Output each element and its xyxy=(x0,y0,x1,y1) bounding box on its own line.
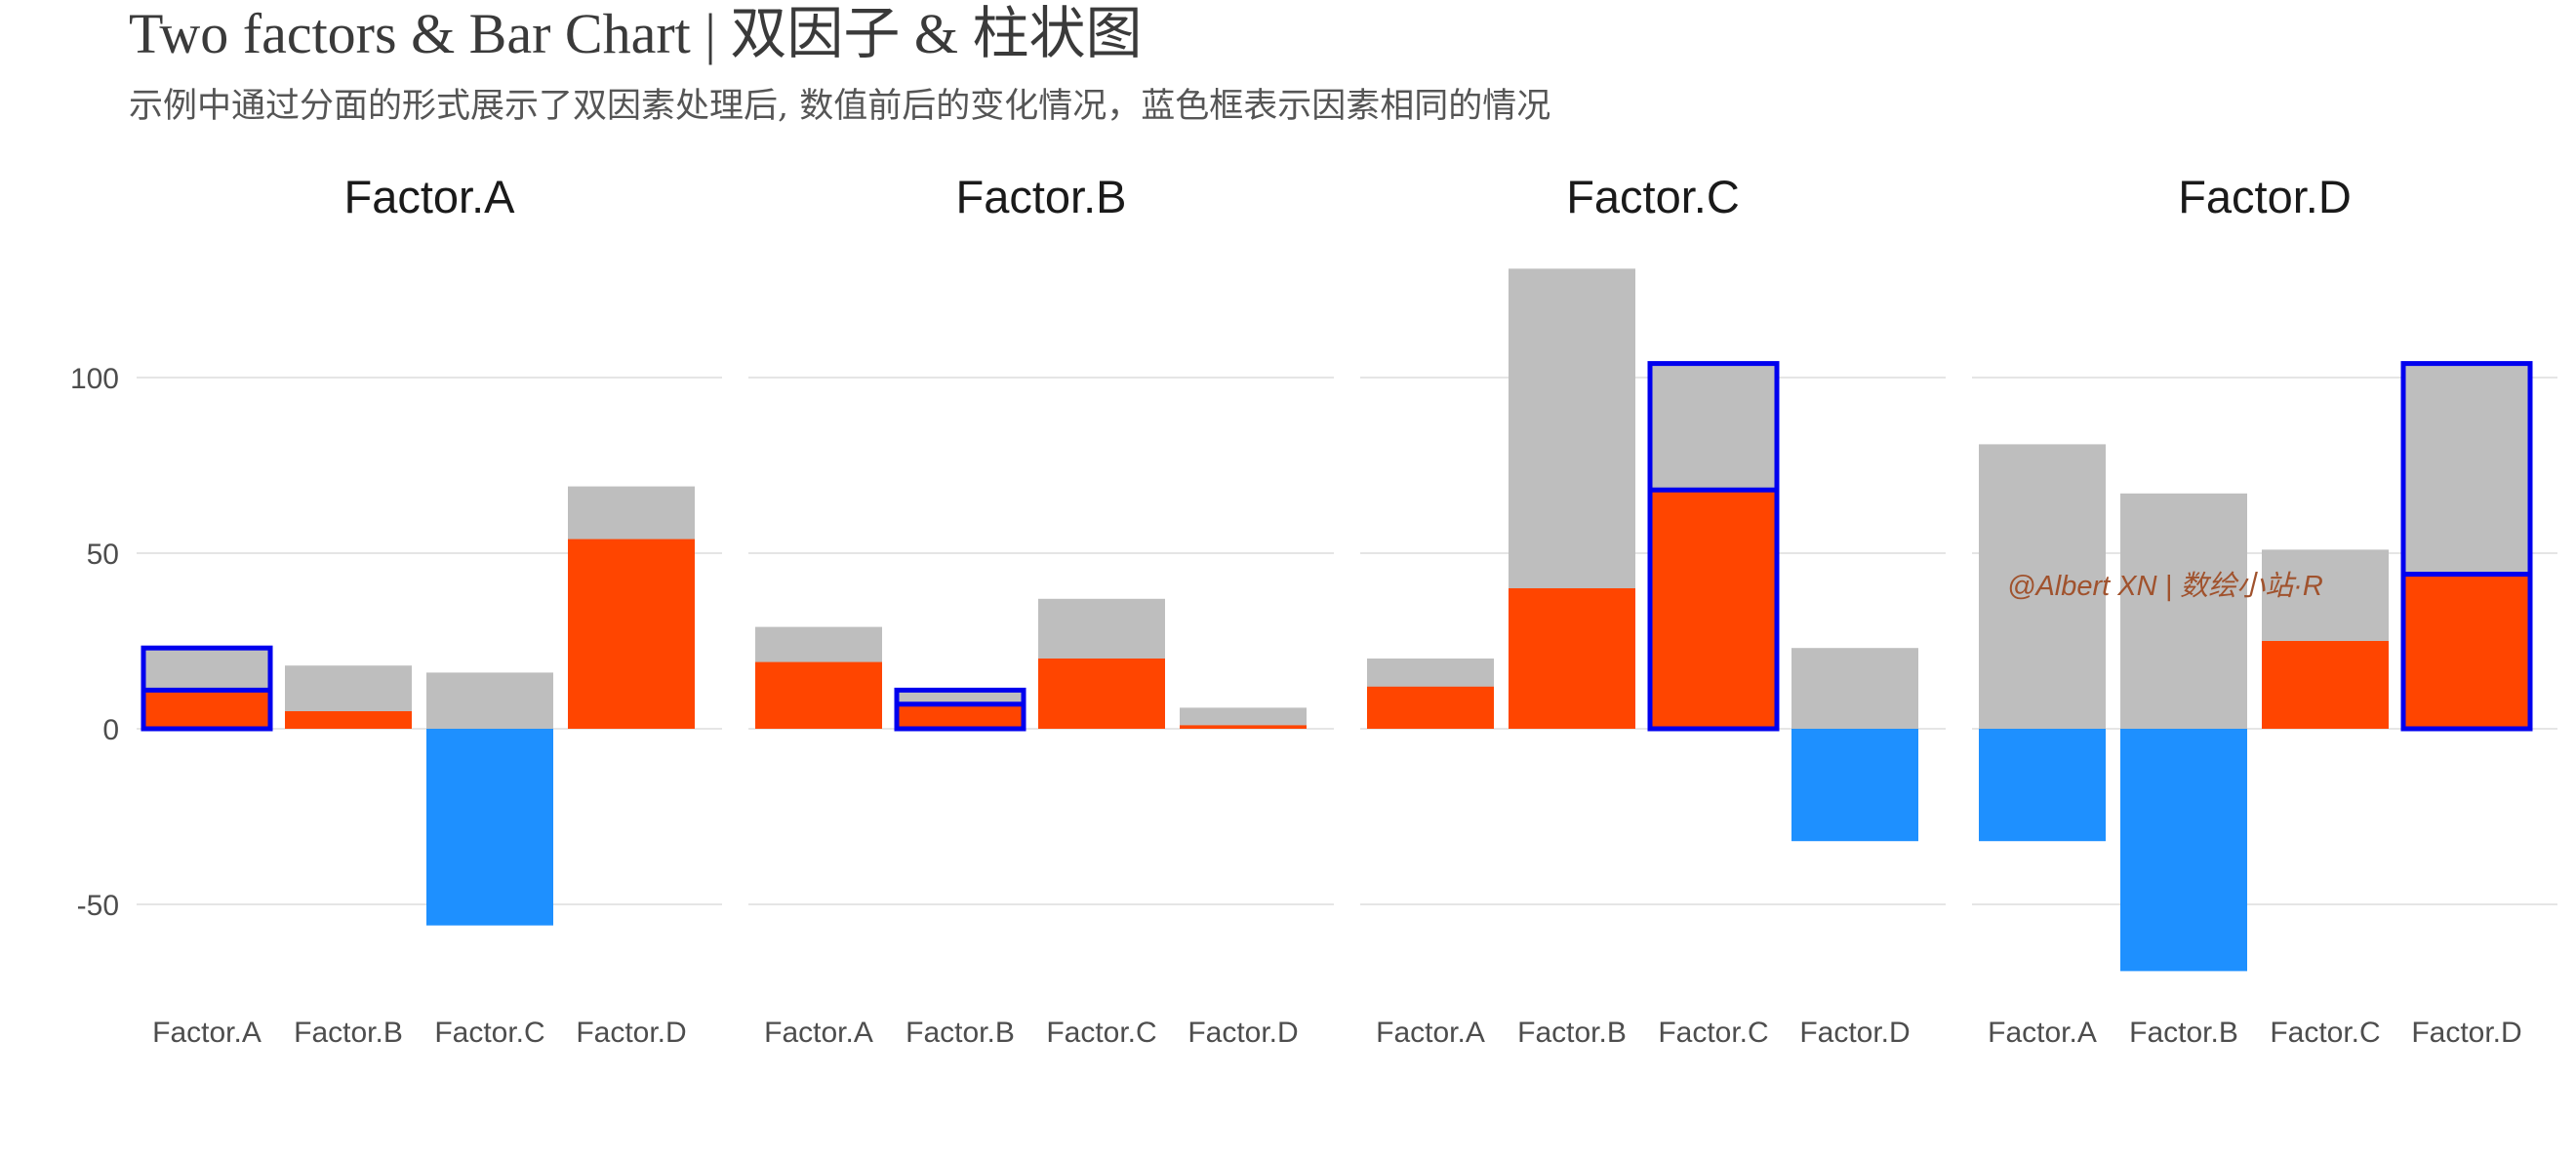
bar-before xyxy=(426,672,553,729)
page-title: Two factors & Bar Chart | 双因子 & 柱状图 xyxy=(129,2,1143,65)
bar-after xyxy=(1509,588,1635,729)
highlight-outline-after xyxy=(1647,487,1780,732)
highlight-outline-after xyxy=(141,687,273,732)
bar-after xyxy=(143,690,270,729)
bar-after xyxy=(568,539,695,729)
y-tick-label: 50 xyxy=(87,539,119,571)
bar-before xyxy=(1791,648,1918,729)
facets: Factor.A Factor.B Factor.C Factor.D xyxy=(343,171,2351,222)
x-tick-label: Factor.C xyxy=(1658,1017,1768,1049)
facet-title: Factor.A xyxy=(343,171,515,222)
watermark: @Albert XN | 数绘小站·R xyxy=(2007,571,2323,602)
x-tick-label: Factor.B xyxy=(294,1017,403,1049)
x-tick-label: Factor.D xyxy=(576,1017,686,1049)
bars xyxy=(143,268,2530,972)
bar-after xyxy=(1367,686,1494,729)
bar-after xyxy=(2120,729,2247,972)
bar-after xyxy=(426,729,553,926)
x-tick-label: Factor.B xyxy=(906,1017,1015,1049)
highlight-outlines xyxy=(141,361,2533,732)
bar-before xyxy=(2120,493,2247,729)
bar-after xyxy=(285,711,412,729)
y-axis-ticks: 100 50 0 -50 xyxy=(70,363,119,922)
y-tick-label: -50 xyxy=(77,890,119,922)
bar-after xyxy=(1180,725,1307,729)
x-tick-label: Factor.C xyxy=(434,1017,544,1049)
x-tick-label: Factor.A xyxy=(152,1017,262,1049)
facet-title: Factor.D xyxy=(2178,171,2352,222)
x-axis-ticks: Factor.A Factor.B Factor.C Factor.D Factor.A… xyxy=(152,1017,2522,1049)
bar-after xyxy=(2403,574,2530,729)
bar-before xyxy=(1979,444,2106,729)
bar-after xyxy=(1650,490,1777,729)
bar-after xyxy=(2262,641,2389,729)
highlight-outline-after xyxy=(894,701,1026,732)
y-tick-label: 100 xyxy=(70,363,119,395)
bar-after xyxy=(897,703,1024,729)
x-tick-label: Factor.A xyxy=(1988,1017,2097,1049)
highlight-outline-after xyxy=(2400,572,2533,732)
bar-after xyxy=(1791,729,1918,842)
facet-title: Factor.B xyxy=(955,171,1126,222)
bar-after xyxy=(1038,659,1165,729)
facet-title: Factor.C xyxy=(1566,171,1740,222)
x-tick-label: Factor.B xyxy=(1517,1017,1627,1049)
x-tick-label: Factor.C xyxy=(2270,1017,2380,1049)
x-tick-label: Factor.D xyxy=(1799,1017,1910,1049)
x-tick-label: Factor.B xyxy=(2129,1017,2238,1049)
x-tick-label: Factor.C xyxy=(1046,1017,1156,1049)
x-tick-label: Factor.D xyxy=(2411,1017,2521,1049)
page-subtitle: 示例中通过分面的形式展示了双因素处理后, 数值前后的变化情况，蓝色框表示因素相同… xyxy=(129,87,1551,126)
x-tick-label: Factor.A xyxy=(764,1017,873,1049)
bar-after xyxy=(755,661,882,729)
x-tick-label: Factor.D xyxy=(1187,1017,1298,1049)
bar-after xyxy=(1979,729,2106,842)
x-tick-label: Factor.A xyxy=(1376,1017,1485,1049)
y-tick-label: 0 xyxy=(102,714,119,746)
bar-before xyxy=(1180,707,1307,729)
